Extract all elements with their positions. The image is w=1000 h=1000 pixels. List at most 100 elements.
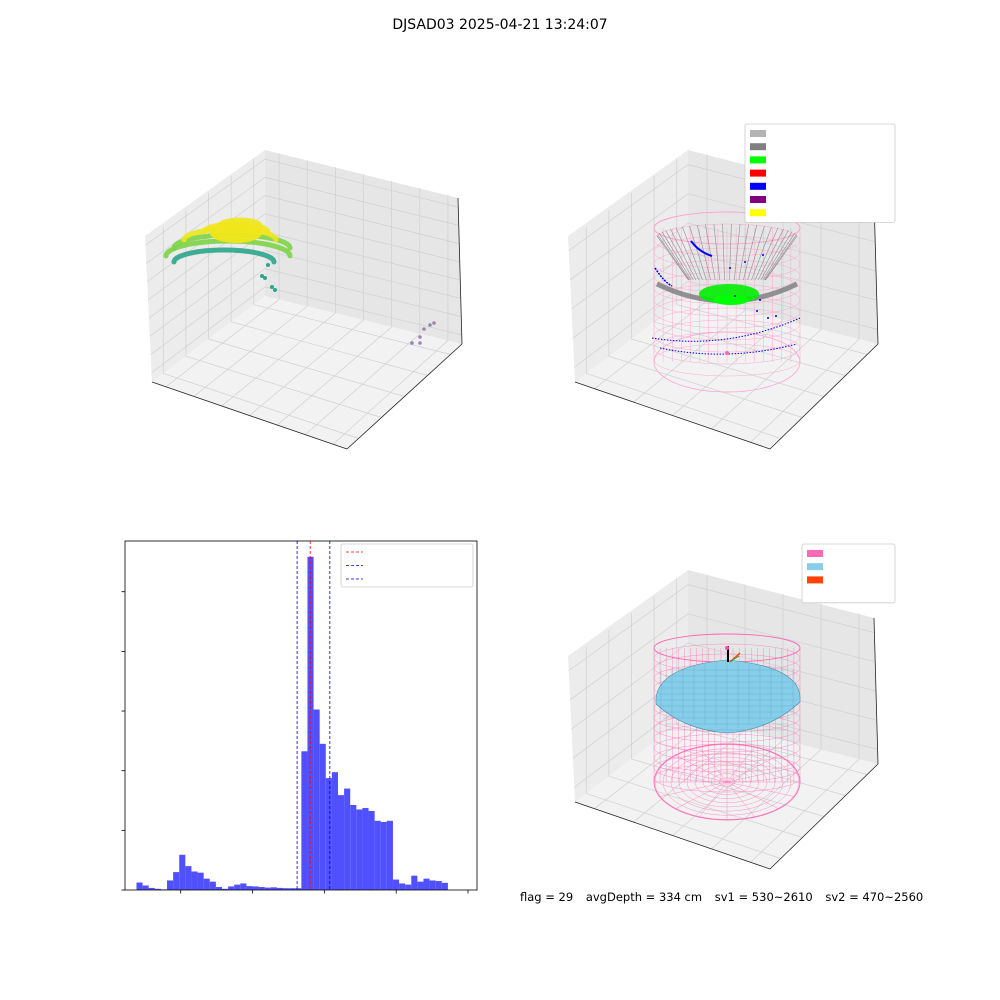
- histogram-bar: [142, 885, 149, 890]
- legend-swatch: [750, 196, 766, 203]
- histogram-bar: [283, 888, 290, 890]
- sv2-text: sv2 = 470~2560: [825, 890, 924, 904]
- silo-center-marker: [725, 351, 729, 355]
- histogram-bar: [368, 810, 375, 890]
- histogram-bar: [429, 880, 436, 890]
- y-gridline: [654, 321, 846, 376]
- silo-floor-spoke: [726, 781, 756, 818]
- inner-wall-points: [682, 226, 703, 281]
- inner-wall-points: [765, 235, 798, 281]
- y-gridline: [185, 355, 382, 418]
- silo-floor-spoke: [659, 781, 728, 797]
- legend-swatch: [807, 550, 823, 557]
- sparse-points: [266, 263, 270, 267]
- y-gridline: [608, 775, 803, 838]
- flag-text: flag = 29: [520, 890, 574, 904]
- histogram-bar: [362, 807, 369, 890]
- legend-box: [340, 543, 474, 588]
- histogram-bar: [246, 886, 253, 890]
- y-gridline: [586, 373, 781, 439]
- silo-floor-spoke: [698, 746, 728, 783]
- z-gridline: [574, 701, 689, 788]
- silo-floor-spoke: [726, 781, 795, 797]
- histogram-bar: [270, 887, 277, 890]
- silo-floor-spoke: [726, 754, 779, 783]
- outlier-points: [422, 327, 426, 331]
- z-gridline: [264, 195, 460, 244]
- y-gridline: [608, 355, 803, 418]
- panel-raw-3d: [145, 150, 463, 450]
- histogram-bar: [289, 888, 296, 890]
- inner-wall-points: [670, 228, 697, 281]
- histogram-bar: [185, 866, 192, 890]
- inner-wall-points: [757, 228, 784, 281]
- rice-surface-points: [210, 223, 262, 243]
- legend-swatch: [750, 130, 766, 137]
- histogram-bar: [331, 772, 338, 890]
- z-gridline: [569, 193, 689, 281]
- histogram-bar: [423, 878, 430, 890]
- legend-box: [801, 543, 896, 604]
- inner-wall-points: [762, 231, 793, 281]
- silo-ring: [653, 223, 801, 257]
- y-gridline: [676, 304, 868, 355]
- silo-top: [653, 211, 801, 245]
- histogram-bar: [313, 709, 320, 890]
- histogram-bar: [417, 881, 424, 890]
- y-axis-line: [769, 763, 879, 870]
- outlier-points: [410, 341, 414, 345]
- histogram-bar: [209, 881, 216, 890]
- histogram-bar: [264, 887, 271, 890]
- floor-pane: [575, 296, 878, 449]
- sparse-points: [270, 285, 274, 289]
- left-wall-pane: [568, 570, 688, 802]
- histogram-bar: [240, 883, 247, 890]
- inner-wall-points: [764, 234, 797, 281]
- y-gridline: [231, 321, 428, 376]
- histogram-bar: [380, 821, 387, 890]
- inner-wall-points: [743, 225, 758, 281]
- rice-surface-points: [217, 217, 263, 229]
- noise-points: [690, 240, 713, 257]
- histogram-bar: [191, 871, 198, 890]
- left-wall-pane: [568, 150, 688, 382]
- histogram-bar: [325, 778, 332, 890]
- floor-pane: [575, 716, 878, 869]
- noise-point: [729, 267, 731, 269]
- noise-point: [775, 315, 777, 317]
- legend-swatch: [750, 209, 766, 217]
- histogram-bar: [405, 884, 412, 890]
- z-gridline: [568, 584, 689, 671]
- silo-ring: [653, 307, 801, 341]
- z-gridline: [264, 268, 462, 317]
- silo-floor-spoke: [698, 781, 728, 818]
- z-gridline: [150, 268, 266, 355]
- z-gridline: [571, 642, 689, 730]
- sv1-text: sv1 = 530~2610: [714, 890, 813, 904]
- histogram-bar: [338, 795, 345, 890]
- inner-wall-points: [754, 227, 779, 281]
- z-gridline: [151, 286, 266, 374]
- panel-histogram: [121, 540, 478, 894]
- sparse-points: [273, 288, 277, 292]
- silo-top-center: [725, 646, 729, 650]
- y-gridline: [631, 758, 825, 817]
- z-gridline: [146, 177, 266, 264]
- outlier-points: [418, 341, 422, 345]
- legend-swatch: [807, 576, 823, 584]
- z-axis-line: [457, 197, 463, 345]
- histogram-bar: [234, 884, 241, 890]
- y-axis-line: [346, 343, 463, 450]
- noise-point: [734, 295, 736, 297]
- histogram-bar: [258, 887, 265, 890]
- inner-wall-points: [729, 224, 732, 281]
- histogram-bar: [344, 788, 351, 890]
- noise-point: [744, 261, 746, 263]
- z-gridline: [687, 613, 876, 663]
- histogram-bar: [356, 809, 363, 890]
- z-gridline: [687, 584, 875, 633]
- legend-swatch: [750, 143, 766, 151]
- noise-point: [759, 299, 761, 301]
- histogram-bar: [252, 886, 259, 890]
